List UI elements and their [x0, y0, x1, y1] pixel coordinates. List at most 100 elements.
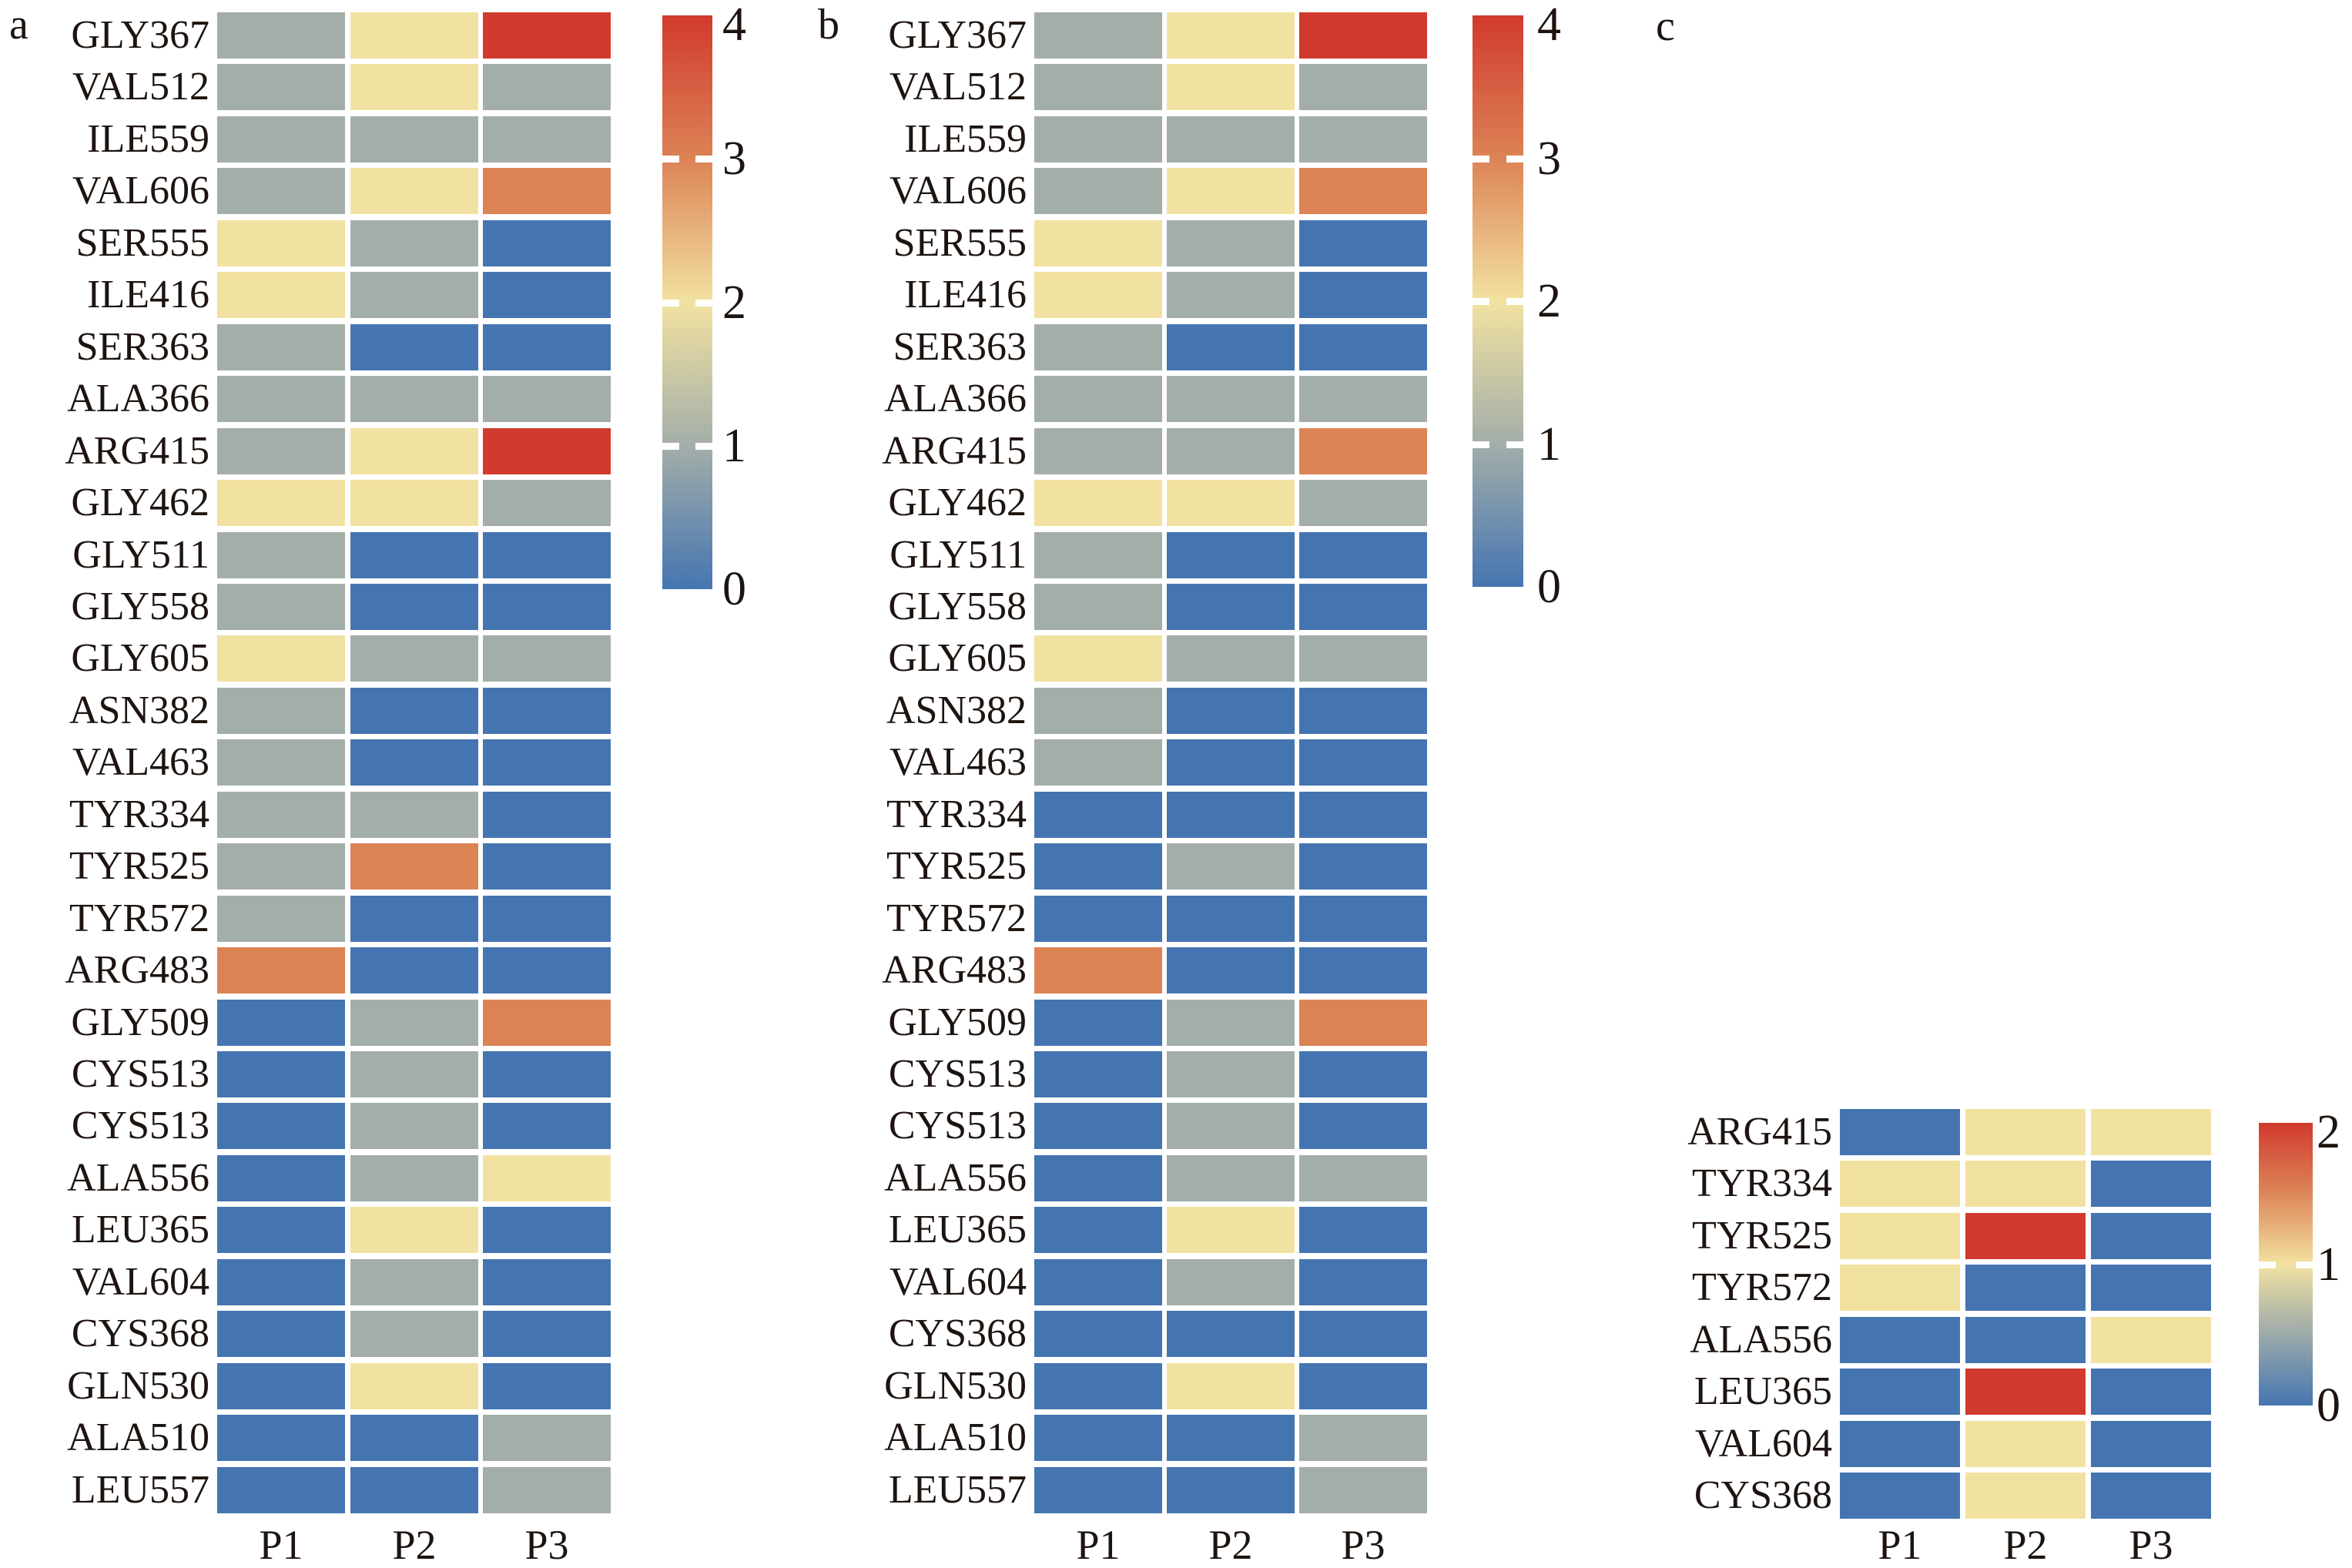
row-label: TYR525	[69, 844, 209, 889]
row-label: LEU365	[888, 1208, 1027, 1252]
heatmap-cell-a-VAL512-P3	[483, 64, 611, 111]
heatmap-cell-b-LEU365-P2	[1167, 1207, 1295, 1254]
heatmap-cell-b-LEU557-P1	[1034, 1466, 1162, 1513]
heatmap-cell-b-VAL512-P2	[1167, 64, 1295, 111]
row-label: ALA366	[884, 377, 1027, 421]
panel-letter-c: c	[1656, 2, 1675, 50]
heatmap-cell-a-GLY605-P2	[350, 635, 478, 682]
row-label: GLY605	[71, 636, 209, 681]
heatmap-cell-a-GLY367-P1	[217, 12, 345, 59]
heatmap-cell-b-CYS513-P1	[1034, 1103, 1162, 1150]
row-label: SER555	[75, 220, 209, 265]
row-label: ARG415	[882, 428, 1027, 473]
heatmap-cell-a-TYR525-P1	[217, 843, 345, 890]
colorbar-tick-notch	[1506, 155, 1523, 162]
heatmap-cell-b-VAL604-P1	[1034, 1258, 1162, 1305]
row-label: VAL463	[889, 740, 1027, 785]
heatmap-cell-b-GLN530-P2	[1167, 1362, 1295, 1409]
heatmap-cell-a-CYS513-P3	[483, 1103, 611, 1150]
row-label: VAL606	[889, 169, 1027, 213]
colorbar-tick-notch	[695, 156, 712, 163]
heatmap-cell-a-ALA366-P3	[483, 376, 611, 423]
heatmap-cell-a-LEU365-P3	[483, 1207, 611, 1254]
row-label: ALA556	[67, 1155, 209, 1200]
heatmap-cell-b-GLY367-P2	[1167, 12, 1295, 59]
heatmap-cell-b-GLY605-P1	[1034, 635, 1162, 682]
heatmap-cell-a-CYS513-P1	[217, 1051, 345, 1097]
row-label: GLY367	[888, 13, 1027, 57]
heatmap-cell-b-TYR525-P2	[1167, 843, 1295, 890]
heatmap-cell-a-CYS513-P3	[483, 1051, 611, 1097]
heatmap-cell-b-ARG483-P2	[1167, 947, 1295, 994]
heatmap-cell-b-GLY462-P1	[1034, 480, 1162, 527]
row-label: CYS513	[888, 1052, 1027, 1096]
heatmap-cell-a-VAL606-P3	[483, 168, 611, 215]
heatmap-cell-b-GLY511-P3	[1299, 531, 1427, 578]
heatmap-cell-b-VAL463-P2	[1167, 739, 1295, 786]
row-label: SER363	[893, 324, 1027, 369]
row-label: CYS513	[888, 1104, 1027, 1148]
row-label: VAL463	[72, 740, 209, 785]
heatmap-cell-a-TYR572-P2	[350, 895, 478, 942]
row-label: GLY462	[71, 481, 209, 525]
heatmap-cell-a-SER555-P1	[217, 219, 345, 266]
heatmap-cell-b-VAL606-P3	[1299, 168, 1427, 215]
heatmap-cell-b-GLY511-P2	[1167, 531, 1295, 578]
row-label: ALA510	[67, 1416, 209, 1460]
panel-letter-a: a	[9, 1, 28, 49]
heatmap-cell-c-TYR572-P2	[1965, 1265, 2086, 1312]
heatmap-cell-b-GLY509-P2	[1167, 999, 1295, 1046]
heatmap-cell-a-GLY558-P2	[350, 583, 478, 630]
colorbar-tick-notch	[1473, 441, 1489, 448]
row-label: GLY558	[888, 584, 1027, 628]
heatmap-cell-b-ALA556-P2	[1167, 1154, 1295, 1201]
heatmap-cell-a-ALA510-P2	[350, 1415, 478, 1462]
row-label: ILE559	[87, 116, 209, 161]
heatmap-cell-a-CYS368-P2	[350, 1311, 478, 1358]
heatmap-cell-a-SER363-P1	[217, 323, 345, 370]
heatmap-cell-c-VAL604-P3	[2091, 1420, 2211, 1467]
heatmap-cell-a-LEU365-P1	[217, 1207, 345, 1254]
colorbar-tick-notch	[1473, 298, 1489, 305]
heatmap-cell-a-TYR572-P1	[217, 895, 345, 942]
colorbar-tick-notch	[2296, 1261, 2313, 1268]
heatmap-cell-a-ILE559-P1	[217, 116, 345, 162]
colorbar-tick-label: 1	[2317, 1238, 2340, 1291]
heatmap-cell-b-ILE416-P1	[1034, 272, 1162, 319]
heatmap-cell-a-VAL604-P1	[217, 1258, 345, 1305]
heatmap-cell-a-GLY367-P3	[483, 12, 611, 59]
x-axis-label: P3	[2129, 1522, 2173, 1568]
heatmap-cell-a-VAL463-P3	[483, 739, 611, 786]
heatmap-cell-a-ALA366-P1	[217, 376, 345, 423]
row-label: GLN530	[67, 1363, 209, 1408]
colorbar-tick-notch	[1506, 441, 1523, 448]
heatmap-cell-c-VAL604-P1	[1840, 1420, 1960, 1467]
heatmap-cell-b-ALA510-P1	[1034, 1415, 1162, 1462]
heatmap-cell-c-TYR525-P3	[2091, 1212, 2211, 1259]
heatmap-cell-b-TYR572-P1	[1034, 895, 1162, 942]
heatmap-cell-a-ALA510-P1	[217, 1415, 345, 1462]
row-label: GLY511	[72, 532, 209, 577]
row-label: LEU557	[888, 1467, 1027, 1512]
heatmap-cell-b-GLY367-P3	[1299, 12, 1427, 59]
heatmap-cell-a-GLY511-P3	[483, 531, 611, 578]
heatmap-cell-b-CYS513-P3	[1299, 1103, 1427, 1150]
heatmap-cell-a-LEU557-P3	[483, 1466, 611, 1513]
row-label: CYS368	[1694, 1473, 1832, 1518]
heatmap-cell-a-LEU365-P2	[350, 1207, 478, 1254]
row-label: ILE416	[87, 273, 209, 317]
colorbar-tick-label: 3	[722, 132, 746, 186]
colorbar-tick-notch	[662, 299, 679, 307]
heatmap-cell-b-ALA556-P3	[1299, 1154, 1427, 1201]
row-label: GLY509	[71, 1000, 209, 1044]
heatmap-cell-a-GLN530-P1	[217, 1362, 345, 1409]
heatmap-cell-a-CYS513-P2	[350, 1103, 478, 1150]
heatmap-cell-b-ILE416-P2	[1167, 272, 1295, 319]
row-label: VAL604	[1694, 1421, 1832, 1466]
heatmap-cell-b-ALA366-P3	[1299, 376, 1427, 423]
heatmap-cell-a-SER363-P3	[483, 323, 611, 370]
heatmap-cell-a-GLY367-P2	[350, 12, 478, 59]
heatmap-cell-a-GLY511-P2	[350, 531, 478, 578]
